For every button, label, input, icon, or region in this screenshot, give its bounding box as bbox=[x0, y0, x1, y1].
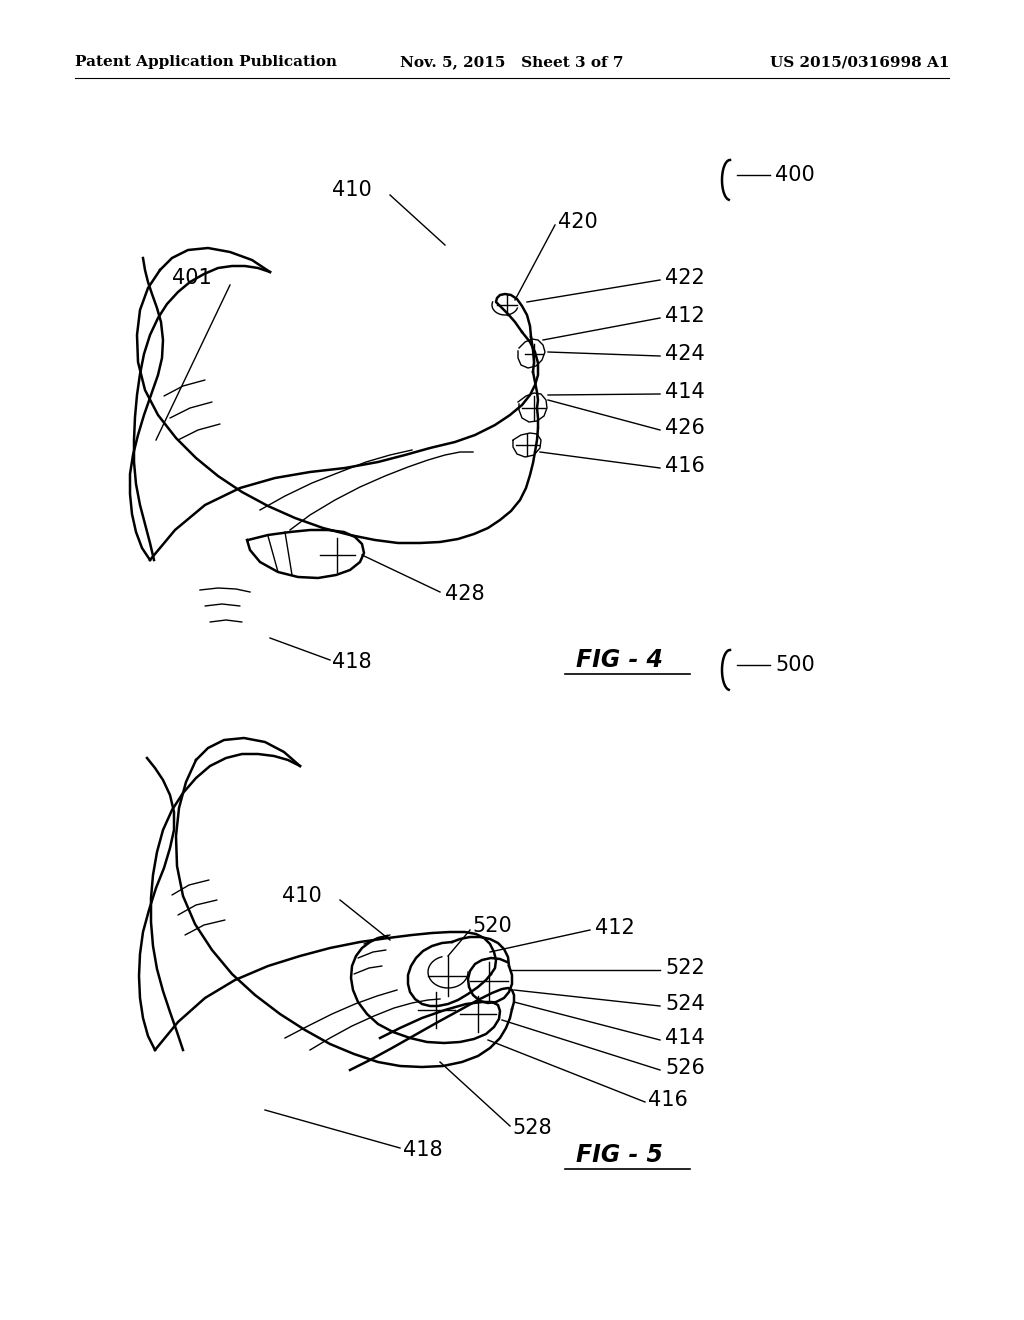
Text: 400: 400 bbox=[775, 165, 815, 185]
Text: FIG - 5: FIG - 5 bbox=[577, 1143, 664, 1167]
Text: US 2015/0316998 A1: US 2015/0316998 A1 bbox=[770, 55, 950, 69]
Text: 500: 500 bbox=[775, 655, 815, 675]
Text: 414: 414 bbox=[665, 1028, 705, 1048]
Text: 522: 522 bbox=[665, 958, 705, 978]
Text: 410: 410 bbox=[332, 180, 372, 201]
Text: FIG - 4: FIG - 4 bbox=[577, 648, 664, 672]
Text: 528: 528 bbox=[512, 1118, 552, 1138]
Text: 412: 412 bbox=[595, 917, 635, 939]
Text: 426: 426 bbox=[665, 418, 705, 438]
Text: 520: 520 bbox=[472, 916, 512, 936]
Text: 422: 422 bbox=[665, 268, 705, 288]
Text: 410: 410 bbox=[283, 886, 322, 906]
Text: 416: 416 bbox=[648, 1090, 688, 1110]
Text: 418: 418 bbox=[403, 1140, 442, 1160]
Text: 416: 416 bbox=[665, 455, 705, 477]
Text: 401: 401 bbox=[172, 268, 212, 288]
Text: Nov. 5, 2015   Sheet 3 of 7: Nov. 5, 2015 Sheet 3 of 7 bbox=[400, 55, 624, 69]
Text: Patent Application Publication: Patent Application Publication bbox=[75, 55, 337, 69]
Text: 420: 420 bbox=[558, 213, 598, 232]
Text: 418: 418 bbox=[332, 652, 372, 672]
Text: 424: 424 bbox=[665, 345, 705, 364]
Text: 414: 414 bbox=[665, 381, 705, 403]
Text: 412: 412 bbox=[665, 306, 705, 326]
Text: 428: 428 bbox=[445, 583, 484, 605]
Text: 526: 526 bbox=[665, 1059, 705, 1078]
Text: 524: 524 bbox=[665, 994, 705, 1014]
